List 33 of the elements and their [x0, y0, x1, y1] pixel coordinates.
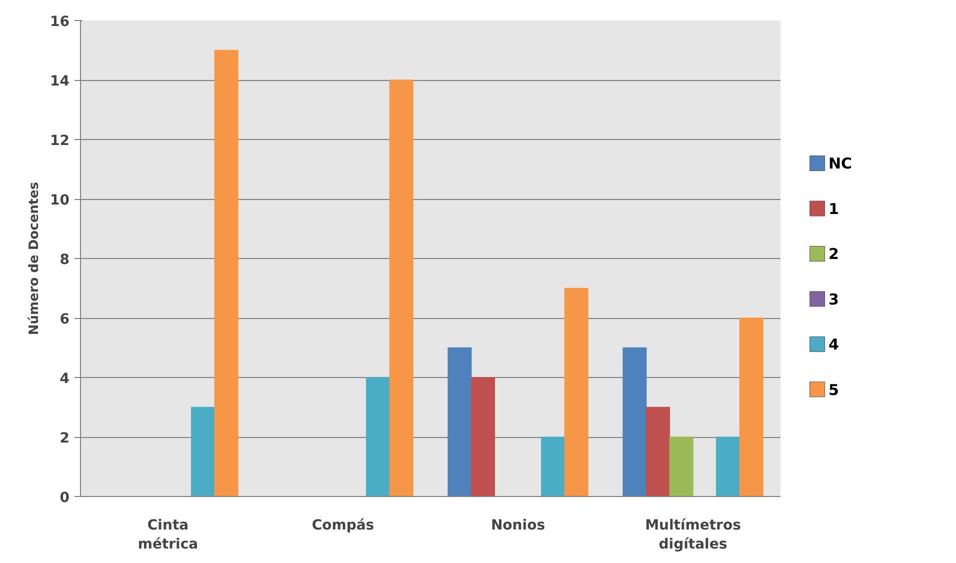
legend-label: 2: [828, 245, 839, 264]
y-tick-label: 2: [60, 430, 70, 446]
y-tick-label: 8: [60, 252, 70, 268]
y-tick-label: 14: [50, 74, 70, 90]
y-tick-label: 4: [60, 371, 70, 387]
x-tick-label: Compás: [312, 518, 374, 534]
bar: [389, 80, 414, 496]
bar: [540, 436, 566, 496]
x-tick-label: Multímetros digítales: [645, 518, 741, 553]
legend-label: 3: [828, 290, 839, 308]
bar: [622, 347, 647, 496]
bar: [448, 347, 472, 496]
bar: [214, 50, 238, 496]
bar: [564, 288, 588, 496]
bar: [739, 318, 764, 496]
bar: [470, 377, 496, 496]
bar: [366, 377, 390, 496]
y-tick-label: 16: [50, 14, 70, 30]
legend-label: NC: [828, 154, 852, 172]
y-axis-title: Número de Docentes: [27, 182, 42, 336]
bar: [190, 406, 216, 496]
legend-label: 1: [828, 200, 839, 218]
x-tick-label: Nonios: [490, 518, 546, 534]
bar: [646, 406, 670, 496]
y-tick-label: 10: [50, 192, 70, 208]
legend-label: 5: [828, 380, 839, 399]
y-tick-label: 6: [60, 312, 70, 328]
legend-label: 4: [828, 336, 839, 354]
y-tick-label: 12: [50, 133, 70, 149]
bar: [669, 436, 694, 496]
x-tick-label: Cinta métrica: [138, 518, 198, 553]
bar: [716, 436, 740, 496]
y-tick-label: 0: [60, 490, 70, 506]
